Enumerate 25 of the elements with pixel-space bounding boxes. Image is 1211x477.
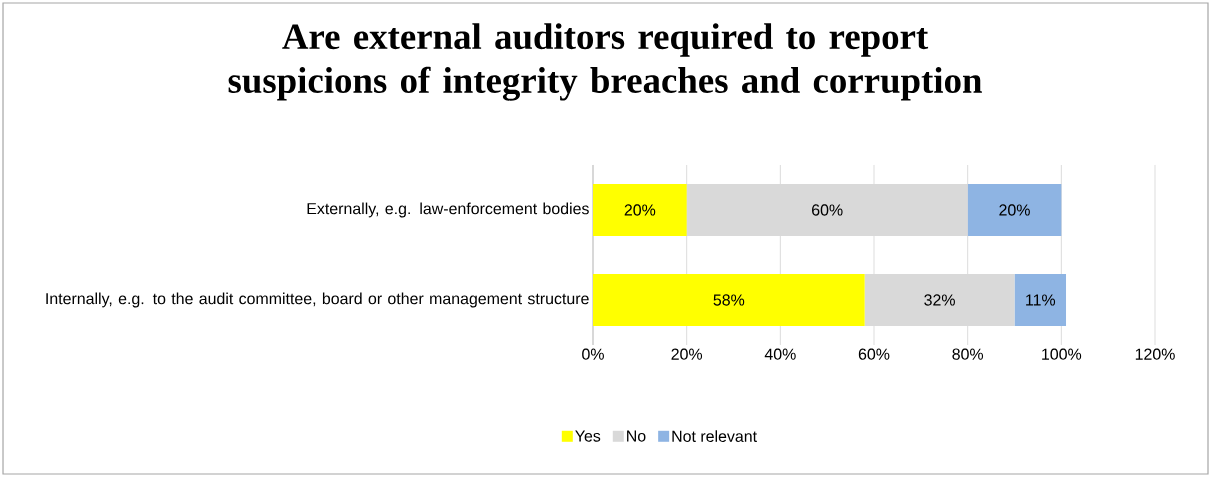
data-label: 58% [713, 294, 745, 306]
data-label: 32% [924, 294, 955, 306]
x-tick-label: 120% [1135, 348, 1175, 360]
data-label: 60% [812, 204, 843, 216]
x-tick-label: 20% [671, 348, 703, 360]
bar [686, 183, 968, 236]
x-tick-label: 0% [582, 348, 604, 360]
chart-title: Are external auditors required to report suspicions of integrity breaches and corruption [228, 23, 982, 101]
x-tick-label: 60% [858, 348, 890, 360]
data-label: 11% [1026, 294, 1056, 306]
y-tick-label: Externally, e.g. law-enforcement bodies [307, 202, 589, 218]
data-label: 20% [624, 204, 656, 216]
y-tick-label: Internally, e.g. to the audit committee, board or other management structure [46, 292, 589, 308]
data-label: 20% [999, 204, 1030, 216]
x-tick-label: 100% [1042, 348, 1082, 360]
bar [864, 273, 1015, 326]
bar [593, 273, 865, 326]
legend-label: No [627, 430, 646, 442]
bar [593, 183, 687, 236]
x-tick-label: 40% [764, 348, 796, 360]
x-tick-label: 80% [952, 348, 984, 360]
bar [1014, 273, 1067, 326]
bar [967, 183, 1062, 236]
legend-label: Yes [575, 430, 601, 442]
legend-label: Not relevant [672, 430, 757, 442]
